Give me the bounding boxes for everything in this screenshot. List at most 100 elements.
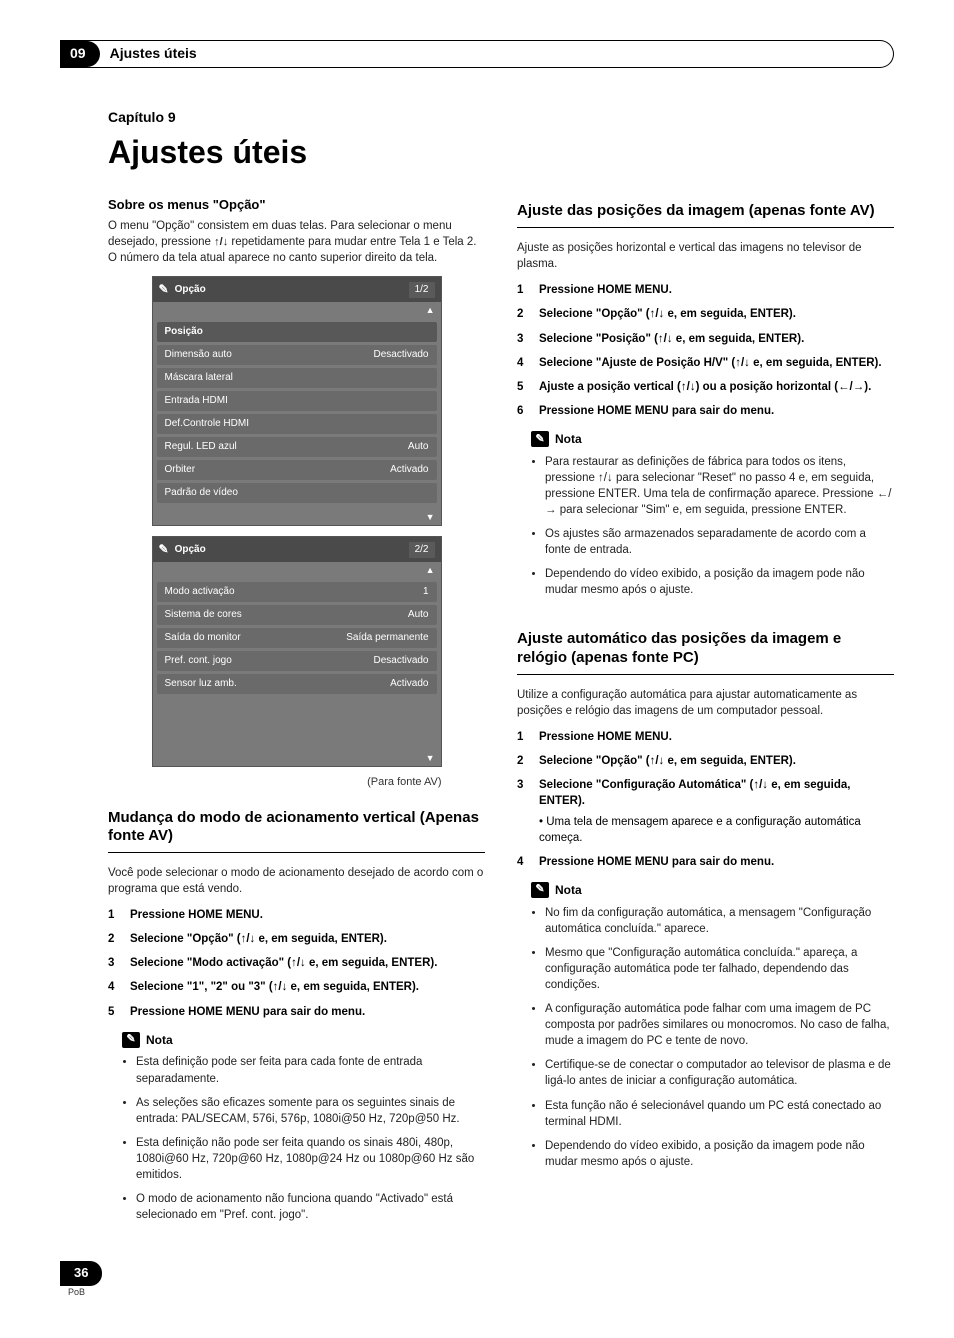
note-item: Mesmo que "Configuração automática concl… <box>545 945 894 993</box>
menu-row-label: Máscara lateral <box>165 371 429 385</box>
menu1-title: Opção <box>175 283 206 297</box>
step: 4 Pressione HOME MENU para sair do menu. <box>517 854 894 870</box>
menu-row-value: Saída permanente <box>346 631 428 645</box>
about-body: O menu "Opção" consistem em duas telas. … <box>108 218 485 267</box>
menu-row-label: Dimensão auto <box>165 348 374 362</box>
note-label: Nota <box>146 1032 173 1049</box>
step-text: Ajuste a posição vertical (↑/↓) ou a pos… <box>539 379 894 395</box>
step: 1Pressione HOME MENU. <box>517 282 894 298</box>
menu-row: Padrão de vídeo <box>157 483 437 503</box>
page-footer: 36 PoB <box>60 1261 894 1298</box>
menu-row-value: Desactivado <box>373 348 428 362</box>
step-number: 3 <box>108 955 120 971</box>
note-item: No fim da configuração automática, a men… <box>545 905 894 937</box>
step-text: Selecione "Opção" (↑/↓ e, em seguida, EN… <box>539 753 894 769</box>
page-content: Capítulo 9 Ajustes úteis Sobre os menus … <box>60 108 894 1231</box>
section-heading-auto-adjust: Ajuste automático das posições da imagem… <box>517 630 894 668</box>
section-heading-drive-mode: Mudança do modo de acionamento vertical … <box>108 809 485 847</box>
menu-row: Máscara lateral <box>157 368 437 388</box>
menu-row-label: Sensor luz amb. <box>165 677 391 691</box>
note-heading: ✎ Nota <box>122 1032 485 1049</box>
step-text: Pressione HOME MENU. <box>539 729 894 745</box>
menu-row-label: Orbiter <box>165 463 391 477</box>
menu-row-label: Def.Controle HDMI <box>165 417 429 431</box>
step-number: 4 <box>108 979 120 995</box>
menu-row-label: Modo activação <box>165 585 423 599</box>
section-heading-image-position: Ajuste das posições da imagem (apenas fo… <box>517 202 894 221</box>
step-number: 4 <box>517 854 529 870</box>
option-menu-screen-2: ✎ Opção 2/2 ▲ Modo activação1 Sistema de… <box>152 536 442 767</box>
scroll-up-hint: ▲ <box>153 302 441 319</box>
menu-row-label: Sistema de cores <box>165 608 408 622</box>
chapter-label: Capítulo 9 <box>108 108 894 128</box>
step: 1 Pressione HOME MENU. <box>108 907 485 923</box>
step-number: 1 <box>517 729 529 745</box>
note-item: As seleções são eficazes somente para os… <box>136 1095 485 1127</box>
menu1-section-label: Posição <box>165 325 429 339</box>
step: 3Selecione "Modo activação" (↑/↓ e, em s… <box>108 955 485 971</box>
menu-row: Saída do monitorSaída permanente <box>157 628 437 648</box>
step-text: Selecione "Opção" (↑/↓ e, em seguida, EN… <box>539 306 894 322</box>
menu-row: Def.Controle HDMI <box>157 414 437 434</box>
section-rule <box>517 227 894 228</box>
step: 1 Pressione HOME MENU. <box>517 729 894 745</box>
menu-row-value: Activado <box>390 463 428 477</box>
step-number: 2 <box>517 753 529 769</box>
step: 6Pressione HOME MENU para sair do menu. <box>517 403 894 419</box>
about-heading: Sobre os menus "Opção" <box>108 196 485 214</box>
step-number: 5 <box>108 1004 120 1020</box>
step: 3Selecione "Posição" (↑/↓ e, em seguida,… <box>517 331 894 347</box>
step-text: Pressione HOME MENU para sair do menu. <box>539 854 894 870</box>
step: 4Selecione "Ajuste de Posição H/V" (↑/↓ … <box>517 355 894 371</box>
right-column: Ajuste das posições da imagem (apenas fo… <box>517 196 894 1231</box>
menu-row-label: Padrão de vídeo <box>165 486 429 500</box>
step-text: Selecione "Ajuste de Posição H/V" (↑/↓ e… <box>539 355 894 371</box>
two-column-layout: Sobre os menus "Opção" O menu "Opção" co… <box>108 196 894 1231</box>
step-subtext: Uma tela de mensagem aparece e a configu… <box>539 816 861 844</box>
menu2-title: Opção <box>175 543 206 557</box>
section-rule <box>108 852 485 853</box>
menu-row: Pref. cont. jogoDesactivado <box>157 651 437 671</box>
menu1-titlebar: ✎ Opção 1/2 <box>153 277 441 302</box>
chapter-header: 09 Ajustes úteis <box>60 40 894 68</box>
step-number: 2 <box>108 931 120 947</box>
step-text: Pressione HOME MENU. <box>130 907 485 923</box>
step: 2Selecione "Opção" (↑/↓ e, em seguida, E… <box>517 306 894 322</box>
menu-row-label: Saída do monitor <box>165 631 347 645</box>
note-icon: ✎ <box>531 882 549 898</box>
note-label: Nota <box>555 882 582 899</box>
updown-arrow-icon: ↑/↓ <box>214 236 228 248</box>
note-item: O modo de acionamento não funciona quand… <box>136 1191 485 1223</box>
step-text: Selecione "Configuração Automática" (↑/↓… <box>539 777 894 845</box>
menu-row-value: Auto <box>408 440 429 454</box>
menu-row: Sistema de coresAuto <box>157 605 437 625</box>
step: 5Pressione HOME MENU para sair do menu. <box>108 1004 485 1020</box>
note-heading: ✎ Nota <box>531 882 894 899</box>
left-column: Sobre os menus "Opção" O menu "Opção" co… <box>108 196 485 1231</box>
menu-row-value: Activado <box>390 677 428 691</box>
menu-row-label: Entrada HDMI <box>165 394 429 408</box>
menu-row: Entrada HDMI <box>157 391 437 411</box>
menu-row: OrbiterActivado <box>157 460 437 480</box>
note-item: Esta definição pode ser feita para cada … <box>136 1054 485 1086</box>
step-number: 1 <box>108 907 120 923</box>
menu2-titlebar: ✎ Opção 2/2 <box>153 537 441 562</box>
menu-row: Sensor luz amb.Activado <box>157 674 437 694</box>
menu-caption: (Para fonte AV) <box>152 775 442 790</box>
section2-intro: Ajuste as posições horizontal e vertical… <box>517 240 894 272</box>
section1-intro: Você pode selecionar o modo de acionamen… <box>108 865 485 897</box>
step-number: 3 <box>517 331 529 347</box>
section1-notes: Esta definição pode ser feita para cada … <box>108 1054 485 1223</box>
section3-notes: No fim da configuração automática, a men… <box>517 905 894 1170</box>
step: 2 Selecione "Opção" (↑/↓ e, em seguida, E… <box>517 753 894 769</box>
note-item: Certifique-se de conectar o computador a… <box>545 1057 894 1089</box>
option-menu-screen-1: ✎ Opção 1/2 ▲ Posição Dimensão autoDesac… <box>152 276 442 526</box>
menu-row-value: Desactivado <box>373 654 428 668</box>
step-text-main: Selecione "Configuração Automática" (↑/↓… <box>539 779 850 807</box>
menu-row: Regul. LED azulAuto <box>157 437 437 457</box>
note-item: Para restaurar as definições de fábrica … <box>545 454 894 518</box>
step-text: Pressione HOME MENU. <box>539 282 894 298</box>
step-text: Pressione HOME MENU para sair do menu. <box>539 403 894 419</box>
step: 5Ajuste a posição vertical (↑/↓) ou a po… <box>517 379 894 395</box>
note-icon: ✎ <box>531 431 549 447</box>
